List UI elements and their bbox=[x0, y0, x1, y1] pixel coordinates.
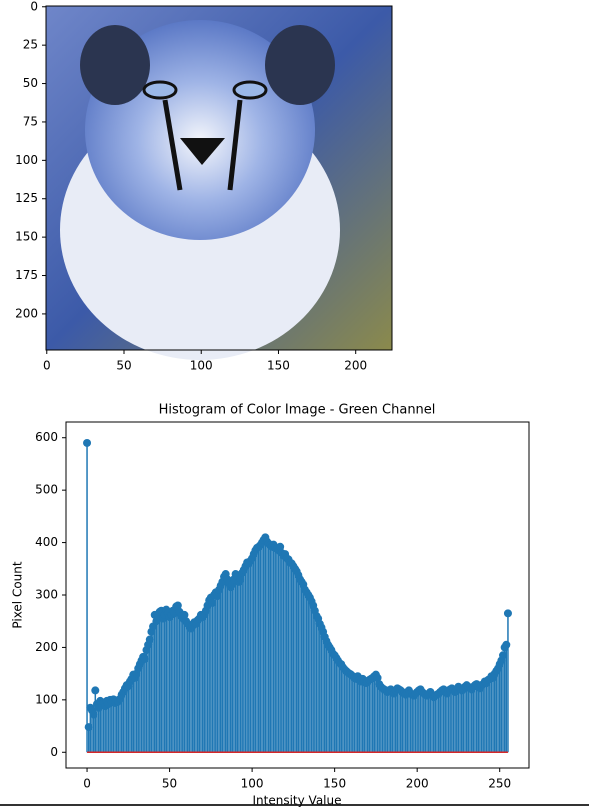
x-tick-label: 250 bbox=[488, 777, 511, 791]
y-tick-label: 75 bbox=[23, 114, 38, 128]
chart-title: Histogram of Color Image - Green Channel bbox=[159, 403, 436, 418]
stem-marker bbox=[83, 438, 92, 447]
x-tick-label: 200 bbox=[406, 777, 429, 791]
y-tick-label: 400 bbox=[35, 535, 58, 549]
stem-marker bbox=[503, 609, 512, 618]
stem-marker bbox=[145, 635, 154, 644]
stem-marker bbox=[140, 654, 149, 663]
x-tick-label: 50 bbox=[116, 359, 131, 373]
stem-marker bbox=[180, 610, 189, 619]
x-tick-label: 0 bbox=[83, 777, 91, 791]
y-tick-label: 150 bbox=[15, 230, 38, 244]
stem-marker bbox=[84, 723, 93, 732]
stem-marker bbox=[373, 673, 382, 682]
stem-marker bbox=[89, 710, 98, 719]
image bbox=[46, 6, 392, 360]
x-tick-label: 0 bbox=[43, 359, 51, 373]
stem-marker bbox=[173, 601, 182, 610]
y-tick-label: 100 bbox=[35, 692, 58, 706]
x-tick-label: 100 bbox=[190, 359, 213, 373]
y-tick-label: 50 bbox=[23, 76, 38, 90]
y-tick-label: 175 bbox=[15, 268, 38, 282]
stem-marker bbox=[499, 651, 508, 660]
y-tick-label: 0 bbox=[30, 0, 38, 13]
x-tick-label: 200 bbox=[344, 359, 367, 373]
x-tick-label: 150 bbox=[323, 777, 346, 791]
x-tick-label: 50 bbox=[162, 777, 177, 791]
y-axis-label: Pixel Count bbox=[11, 561, 25, 629]
stem-marker bbox=[502, 640, 511, 649]
y-tick-label: 300 bbox=[35, 588, 58, 602]
x-axis-label: Intensity Value bbox=[253, 794, 342, 808]
y-tick-label: 200 bbox=[35, 640, 58, 654]
stem-marker bbox=[276, 542, 285, 551]
y-tick-label: 600 bbox=[35, 430, 58, 444]
image-frame bbox=[45, 5, 393, 351]
y-tick-label: 500 bbox=[35, 483, 58, 497]
y-tick-label: 0 bbox=[50, 745, 58, 759]
y-tick-label: 125 bbox=[15, 191, 38, 205]
y-tick-label: 25 bbox=[23, 38, 38, 52]
stem-marker bbox=[91, 686, 100, 695]
x-tick-label: 100 bbox=[241, 777, 264, 791]
stem-marker bbox=[236, 575, 245, 584]
y-tick-label: 100 bbox=[15, 153, 38, 167]
stem-marker bbox=[208, 598, 217, 607]
x-tick-label: 150 bbox=[267, 359, 290, 373]
y-tick-label: 200 bbox=[15, 306, 38, 320]
stem-marker bbox=[213, 592, 222, 601]
